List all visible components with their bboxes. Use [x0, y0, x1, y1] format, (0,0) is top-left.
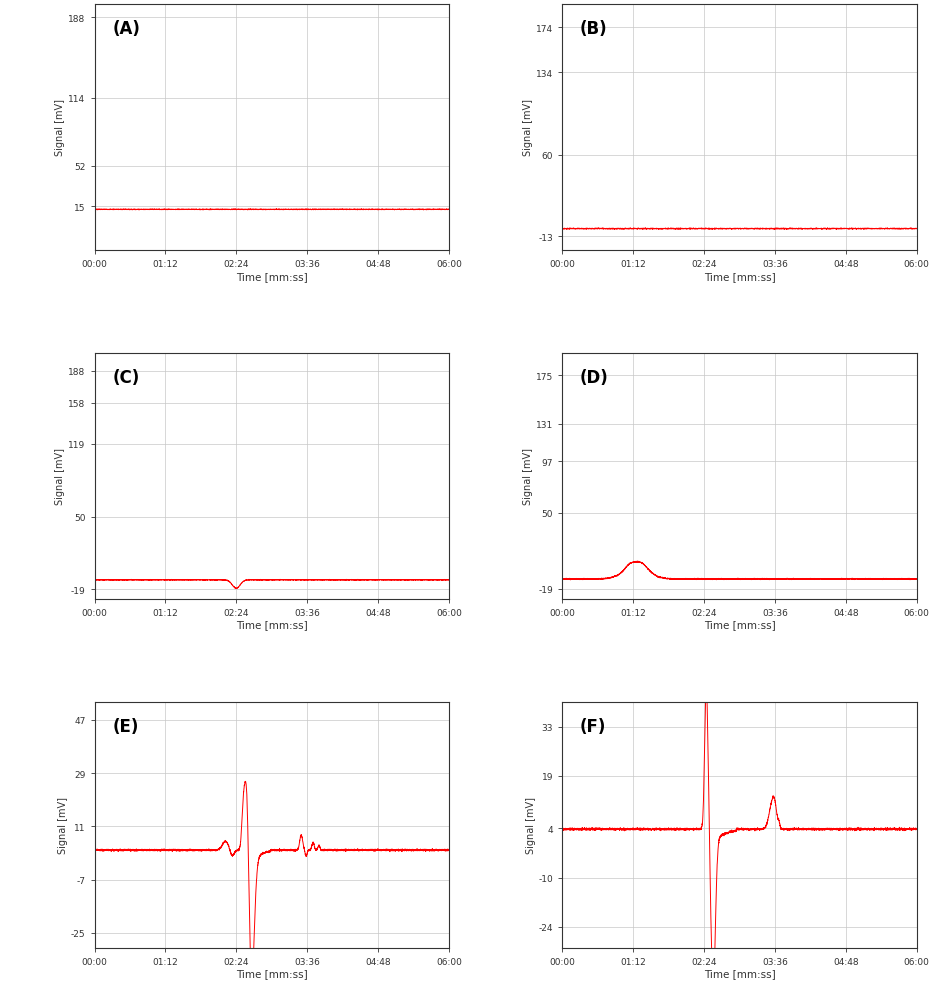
X-axis label: Time [mm:ss]: Time [mm:ss] — [236, 969, 307, 979]
Y-axis label: Signal [mV]: Signal [mV] — [523, 99, 532, 156]
Text: (F): (F) — [580, 717, 606, 735]
X-axis label: Time [mm:ss]: Time [mm:ss] — [236, 620, 307, 630]
Y-axis label: Signal [mV]: Signal [mV] — [525, 796, 535, 854]
Y-axis label: Signal [mV]: Signal [mV] — [56, 448, 65, 505]
Y-axis label: Signal [mV]: Signal [mV] — [58, 796, 68, 854]
Text: (E): (E) — [112, 717, 139, 735]
Text: (B): (B) — [580, 20, 607, 38]
X-axis label: Time [mm:ss]: Time [mm:ss] — [703, 620, 774, 630]
Text: (A): (A) — [112, 20, 140, 38]
X-axis label: Time [mm:ss]: Time [mm:ss] — [703, 272, 774, 281]
Text: (C): (C) — [112, 368, 140, 386]
Text: (D): (D) — [580, 368, 608, 386]
Y-axis label: Signal [mV]: Signal [mV] — [523, 448, 532, 505]
X-axis label: Time [mm:ss]: Time [mm:ss] — [703, 969, 774, 979]
Y-axis label: Signal [mV]: Signal [mV] — [56, 99, 65, 156]
X-axis label: Time [mm:ss]: Time [mm:ss] — [236, 272, 307, 281]
